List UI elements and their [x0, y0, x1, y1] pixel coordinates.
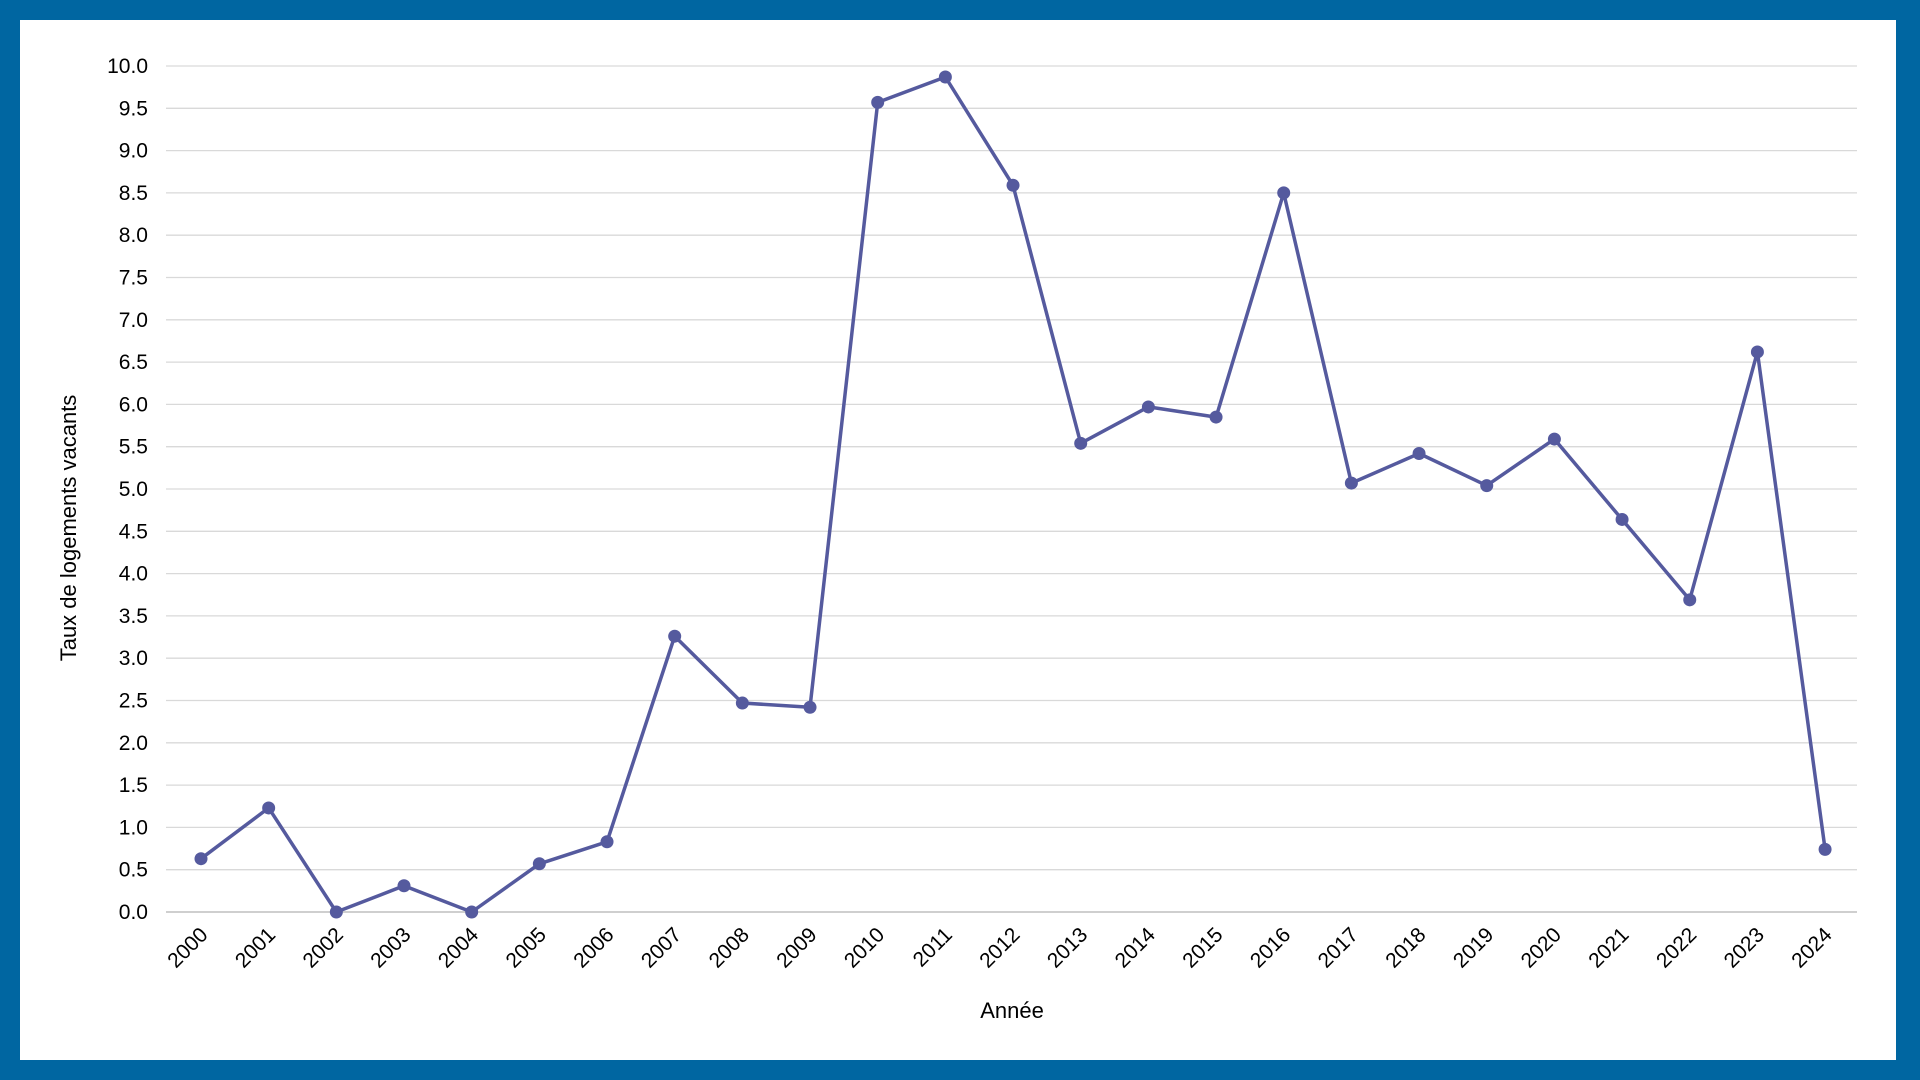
- data-point: [871, 95, 885, 109]
- data-point: [1344, 476, 1358, 490]
- data-point: [465, 905, 479, 919]
- x-tick-label: 2011: [909, 923, 957, 971]
- y-tick-label: 1.5: [119, 774, 148, 797]
- y-tick-label: 5.5: [119, 436, 148, 459]
- x-tick-label: 2007: [637, 923, 686, 972]
- x-tick-label: 2019: [1449, 923, 1498, 972]
- x-tick-label: 2017: [1314, 923, 1363, 972]
- x-tick-label: 2014: [1111, 923, 1161, 973]
- data-point: [1141, 400, 1155, 414]
- y-tick-label: 6.0: [119, 393, 148, 416]
- data-point: [1480, 479, 1494, 493]
- x-tick-label: 2015: [1178, 923, 1227, 972]
- x-tick-label: 2023: [1720, 923, 1769, 972]
- y-tick-label: 3.0: [119, 647, 148, 670]
- y-tick-label: 9.0: [119, 140, 148, 163]
- y-tick-label: 4.5: [119, 520, 148, 543]
- data-point: [1277, 186, 1291, 200]
- y-tick-label: 5.0: [119, 478, 148, 501]
- y-tick-label: 10.0: [107, 55, 148, 78]
- series-group: [194, 70, 1832, 919]
- data-point: [262, 801, 276, 815]
- x-tick-label: 2016: [1246, 923, 1295, 972]
- x-tick-label: 2022: [1652, 923, 1701, 972]
- data-point: [329, 905, 343, 919]
- y-tick-label: 0.0: [119, 901, 148, 924]
- x-tick-label: 2009: [772, 923, 821, 972]
- data-point: [1683, 593, 1697, 607]
- x-tick-label: 2004: [434, 923, 484, 973]
- x-tick-label: 2021: [1584, 923, 1633, 972]
- data-point: [1209, 410, 1223, 424]
- x-tick-label: 2012: [975, 923, 1024, 972]
- data-point: [194, 852, 208, 866]
- y-tick-label: 7.5: [119, 267, 148, 290]
- x-axis-title: Année: [980, 998, 1044, 1023]
- gridlines: [166, 65, 1857, 871]
- data-point: [735, 696, 749, 710]
- data-point: [1006, 178, 1020, 192]
- series-line: [199, 75, 1827, 914]
- x-tick-label: 2024: [1787, 923, 1837, 973]
- y-axis-title: Taux de logements vacants: [56, 395, 81, 662]
- y-tick-label: 0.5: [119, 859, 148, 882]
- data-point: [1818, 842, 1832, 856]
- data-point: [1547, 432, 1561, 446]
- data-point: [1750, 345, 1764, 359]
- y-tick-label: 9.5: [119, 97, 148, 120]
- data-point: [938, 70, 952, 84]
- x-tick-label: 2008: [705, 923, 754, 972]
- x-tick-label: 2002: [299, 923, 348, 972]
- data-point: [397, 879, 411, 893]
- y-tick-label: 6.5: [119, 351, 148, 374]
- y-tick-label: 4.0: [119, 563, 148, 586]
- x-tick-label: 2018: [1381, 923, 1430, 972]
- x-tick-label: 2005: [502, 923, 551, 972]
- data-point: [803, 700, 817, 714]
- y-axis-tick-labels: 0.0 0.5 1.0 1.5 2.0 2.5 3.0 3.5 4.0 4.5 5.0 5.5 6.0 6…: [107, 55, 148, 924]
- x-axis-tick-labels: 2000 2001 2002 2003 2004 2005 2006 2007 2008 2009…: [163, 923, 1837, 973]
- y-tick-label: 3.5: [119, 605, 148, 628]
- data-point: [1412, 446, 1426, 460]
- y-tick-label: 2.5: [119, 690, 148, 713]
- y-tick-label: 7.0: [119, 309, 148, 332]
- x-tick-label: 2010: [840, 923, 889, 972]
- y-tick-label: 8.5: [119, 182, 148, 205]
- data-point: [532, 857, 546, 871]
- x-tick-label: 2003: [366, 923, 415, 972]
- x-tick-label: 2013: [1043, 923, 1092, 972]
- x-tick-label: 2020: [1517, 923, 1566, 972]
- data-point: [1615, 512, 1629, 526]
- x-tick-label: 2006: [569, 923, 618, 972]
- y-tick-label: 8.0: [119, 224, 148, 247]
- y-tick-label: 2.0: [119, 732, 148, 755]
- data-point: [600, 835, 614, 849]
- x-tick-label: 2001: [231, 923, 280, 972]
- y-tick-label: 1.0: [119, 816, 148, 839]
- data-point: [1074, 436, 1088, 450]
- x-tick-label: 2000: [163, 923, 212, 972]
- data-point: [668, 629, 682, 643]
